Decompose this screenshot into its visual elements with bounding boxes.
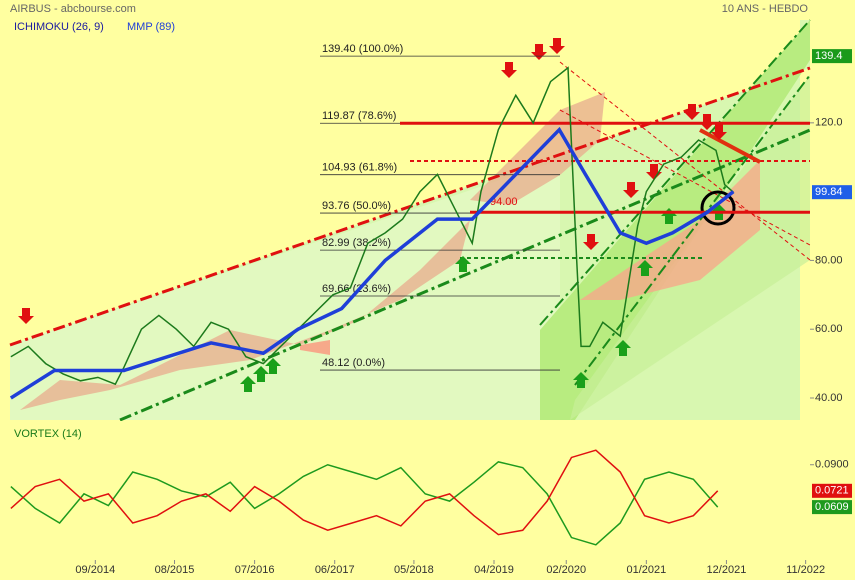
highlight-circle — [700, 190, 736, 226]
x-tick-label: 05/2018 — [394, 564, 434, 576]
channel-fill — [10, 160, 560, 420]
price-tag-bg — [812, 185, 852, 200]
x-tick-label: 09/2014 — [75, 564, 115, 576]
channel-line — [539, 19, 811, 326]
fib-label: 48.12 (0.0%) — [322, 357, 385, 369]
y-tick-label: 80.00 — [815, 254, 843, 266]
y-tick-label: 0.0900 — [815, 459, 849, 471]
fib-label: 93.76 (50.0%) — [322, 200, 391, 212]
x-tick-label: 08/2015 — [155, 564, 195, 576]
y-tick-label: 40.00 — [815, 392, 843, 404]
period-label: 10 ANS - HEBDO — [722, 3, 809, 15]
price-tag: 99.84 — [815, 186, 843, 198]
x-tick-label: 01/2021 — [626, 564, 666, 576]
channel-line — [119, 128, 811, 422]
line-series — [10, 66, 734, 386]
cloud — [470, 92, 605, 205]
price-tag-bg — [812, 49, 852, 64]
y-tick-label: 60.00 — [815, 323, 843, 335]
cloud — [300, 340, 330, 355]
legend-label: MMP (89) — [127, 21, 175, 33]
line-series — [9, 126, 735, 400]
y-tick-label: 120.0 — [815, 117, 843, 129]
trend-line — [699, 128, 761, 164]
chart-title: AIRBUS - abcbourse.com — [10, 3, 136, 15]
x-tick-label: 11/2022 — [786, 564, 825, 576]
indicator-label: ICHIMOKU (26, 9) — [14, 21, 104, 33]
channel-fill — [540, 20, 810, 420]
line-series — [10, 461, 719, 546]
fib-label: 119.87 (78.6%) — [322, 110, 396, 122]
panel-title: VORTEX (14) — [14, 428, 82, 440]
fib-label: 104.93 (61.8%) — [322, 162, 397, 174]
line-series — [10, 449, 719, 536]
level-label: 94.00 — [490, 196, 518, 208]
x-tick-label: 04/2019 — [474, 564, 514, 576]
cloud — [580, 160, 760, 300]
x-tick-label: 12/2021 — [707, 564, 747, 576]
fib-label: 82.99 (38.2%) — [322, 237, 391, 249]
value-tag-bg — [812, 500, 852, 515]
value-tag: 0.0609 — [815, 501, 849, 513]
sell-arrows — [18, 38, 727, 324]
x-tick-label: 02/2020 — [546, 564, 586, 576]
x-tick-label: 06/2017 — [315, 564, 355, 576]
channel-line — [574, 74, 811, 386]
price-tag: 139.4 — [815, 50, 843, 62]
cloud — [20, 220, 470, 410]
value-tag-bg — [812, 483, 852, 498]
trend-line — [559, 109, 811, 246]
value-tag: 0.0721 — [815, 485, 849, 497]
x-tick-label: 07/2016 — [235, 564, 275, 576]
fib-label: 139.40 (100.0%) — [322, 43, 403, 55]
